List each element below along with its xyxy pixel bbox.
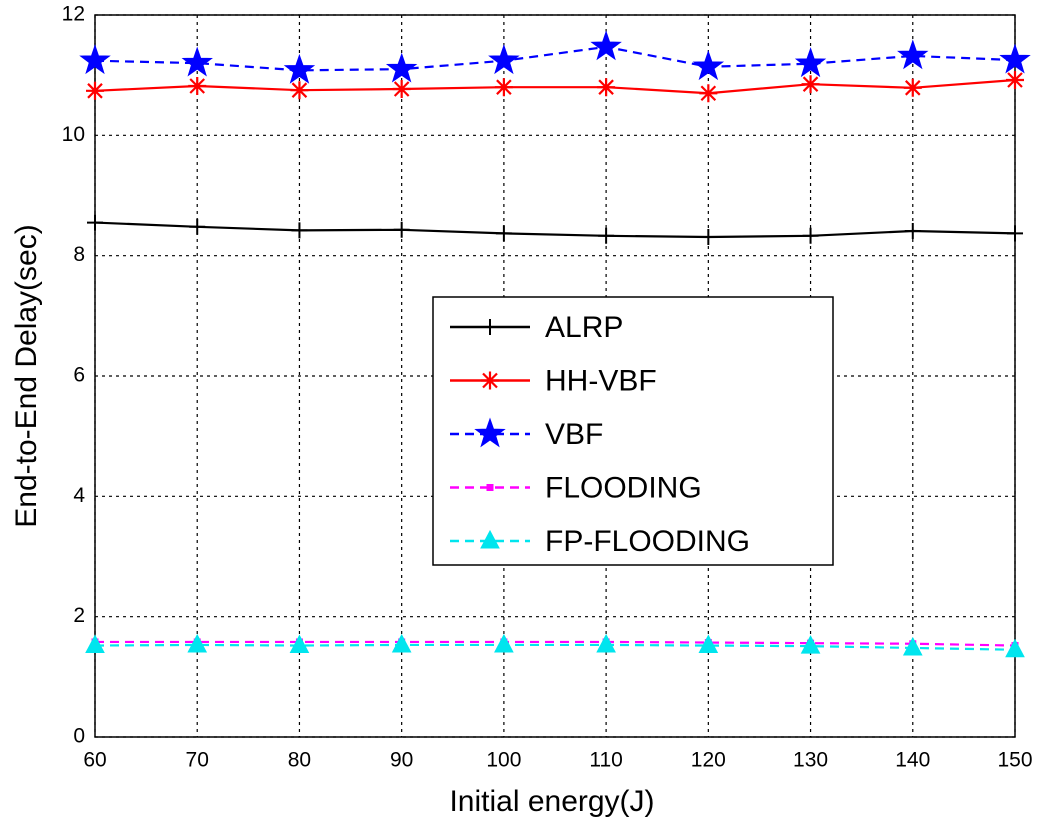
marker <box>86 81 104 100</box>
legend-marker <box>474 417 506 448</box>
y-tick-label: 12 <box>62 3 85 26</box>
x-tick-label: 150 <box>997 749 1032 772</box>
y-tick-label: 2 <box>73 604 85 627</box>
legend-label: VBF <box>545 418 603 451</box>
y-tick-label: 8 <box>73 243 85 266</box>
marker <box>488 44 520 75</box>
y-axis-label: End-to-End Delay(sec) <box>10 224 43 527</box>
marker <box>692 50 725 81</box>
marker <box>902 636 923 656</box>
marker <box>1007 225 1023 242</box>
marker <box>289 634 310 654</box>
marker <box>700 229 717 246</box>
marker <box>596 633 616 653</box>
marker <box>189 218 206 235</box>
marker <box>699 84 718 103</box>
series-line <box>94 643 1016 651</box>
x-tick-label: 120 <box>691 749 726 772</box>
marker <box>598 227 615 244</box>
marker <box>999 43 1031 74</box>
legend-marker <box>481 371 499 390</box>
marker <box>87 214 103 231</box>
y-tick-label: 4 <box>73 484 85 507</box>
marker <box>904 222 921 239</box>
series-line <box>94 221 1016 239</box>
marker <box>897 39 929 70</box>
marker <box>188 76 207 95</box>
legend-label: HH-VBF <box>545 364 657 397</box>
legend-marker <box>480 529 500 549</box>
legend-label: ALRP <box>545 311 623 344</box>
marker <box>283 53 316 84</box>
marker <box>802 227 819 244</box>
marker <box>903 78 922 97</box>
marker <box>495 225 512 242</box>
x-tick-label: 90 <box>390 749 413 772</box>
x-tick-label: 70 <box>186 749 209 772</box>
legend-marker <box>482 319 498 335</box>
marker <box>290 81 309 100</box>
marker <box>597 78 616 97</box>
marker <box>392 80 411 99</box>
marker <box>794 47 827 78</box>
marker <box>1005 638 1025 658</box>
plot-frame <box>94 14 1016 738</box>
series-line <box>94 78 1016 95</box>
x-tick-label: 100 <box>486 749 521 772</box>
marker <box>187 633 208 653</box>
y-tick-label: 6 <box>73 364 85 387</box>
x-tick-label: 110 <box>589 749 622 772</box>
marker <box>291 222 308 239</box>
marker <box>85 634 105 654</box>
legend-label: FP-FLOODING <box>545 525 750 558</box>
marker <box>393 221 410 238</box>
marker <box>79 44 111 75</box>
legend-label: FLOODING <box>545 471 702 504</box>
x-tick-label: 140 <box>895 749 930 772</box>
x-tick-label: 60 <box>83 749 106 772</box>
x-tick-label: 130 <box>793 749 828 772</box>
marker <box>391 633 412 653</box>
y-tick-label: 0 <box>73 725 85 748</box>
marker <box>494 78 513 97</box>
marker <box>181 46 213 77</box>
marker <box>800 635 821 654</box>
y-tick-label: 10 <box>62 123 85 146</box>
series-line <box>95 640 1016 647</box>
marker <box>590 30 622 61</box>
marker <box>698 634 719 654</box>
x-axis-label: Initial energy(J) <box>449 785 654 818</box>
marker <box>801 75 820 94</box>
legend-marker <box>486 484 494 491</box>
marker <box>385 52 418 83</box>
marker <box>494 633 514 653</box>
x-tick-label: 80 <box>288 749 311 772</box>
marker <box>1006 70 1024 89</box>
series-line <box>94 45 1016 72</box>
